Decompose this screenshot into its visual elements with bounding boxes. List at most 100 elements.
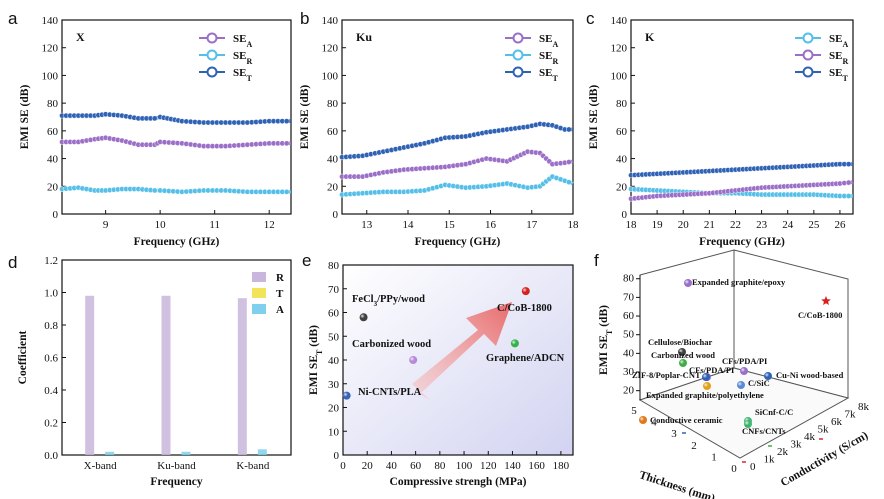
bar-r <box>161 295 171 455</box>
data-point-highlight <box>702 373 710 381</box>
y-tick-label: 50 <box>623 329 635 341</box>
y-tick-label: 100 <box>42 70 59 82</box>
data-point-highlight <box>409 356 418 364</box>
x-tick-label: 10 <box>155 219 167 231</box>
y-tick-label: 1.0 <box>44 288 58 300</box>
legend-marker <box>802 49 814 61</box>
y-axis-label: EMI SET (dB) <box>308 325 324 395</box>
y-tick-label: 70 <box>623 291 635 303</box>
legend-marker <box>512 49 524 61</box>
data-point-highlight <box>639 416 647 424</box>
point-label: Graphene/ADCN <box>486 353 565 364</box>
data-point-highlight <box>359 313 368 322</box>
legend-swatch-r <box>252 272 266 282</box>
y-tick-label: 0 <box>333 209 339 221</box>
legend-label-ser: SER <box>233 50 252 66</box>
x-tick-label: 15 <box>444 219 456 231</box>
point-label: Expanded graphite/epoxy <box>692 277 786 287</box>
point-label: FeCl3/PPy/wood <box>352 294 425 308</box>
data-point-highlight <box>678 348 686 356</box>
y-tick-label: 20 <box>328 403 340 415</box>
legend-label-sea: SEA <box>829 33 848 49</box>
y-tick-label: 50 <box>328 331 340 343</box>
legend-marker <box>206 66 218 78</box>
y-tick-label: 0.0 <box>44 450 58 462</box>
bar-a <box>257 449 267 455</box>
point-label: Cellulose/Biochar <box>648 337 712 347</box>
y-tick-label: 0 <box>622 209 628 221</box>
y-tick-label: 70 <box>328 284 340 296</box>
y-tick-label: 0 <box>334 450 340 462</box>
thickness-tick-label: 5 <box>631 405 637 417</box>
conductivity-tick-label: 6k <box>831 416 843 428</box>
y-tick-label: 140 <box>42 15 59 27</box>
point-label: ZIF-8/Poplar-CNT <box>632 370 701 380</box>
conductivity-tick-label: 1k <box>764 454 776 466</box>
data-point <box>283 140 290 147</box>
y-tick-label: 120 <box>322 43 339 55</box>
y-tick-label: 30 <box>623 366 635 378</box>
y-tick-label: 120 <box>611 43 628 55</box>
conductivity-tick-label: 3k <box>791 439 803 451</box>
plot-background <box>343 265 573 455</box>
thickness-tick-label: 4 <box>651 417 657 429</box>
panel-label-f: f <box>594 251 599 270</box>
legend-label-r: R <box>276 272 285 284</box>
data-point-highlight <box>703 382 711 390</box>
x-tick-label: 9 <box>103 219 109 231</box>
point-label: C/CoB-1800 <box>798 310 842 320</box>
x-tick-label: X-band <box>84 460 117 472</box>
trend-arrow <box>412 302 512 400</box>
bar-a <box>105 451 115 455</box>
legend-label-sea: SEA <box>539 33 558 49</box>
x-axis-label: Frequency <box>150 476 202 488</box>
y-tick-label: 40 <box>47 154 59 166</box>
x-axis-label: Thickness (mm) <box>638 469 717 499</box>
legend-label-set: SET <box>539 67 558 83</box>
thickness-tick-label: 1 <box>711 451 717 463</box>
point-label: CNFs/CNTs <box>742 426 786 436</box>
y-tick-label: 20 <box>327 181 339 193</box>
y-tick-label: 0.2 <box>44 418 58 430</box>
legend-label-ser: SER <box>539 50 558 66</box>
x-tick-label: 100 <box>456 460 473 472</box>
x-axis-label: Compressive strengh (MPa) <box>390 476 527 488</box>
y-tick-label: 60 <box>328 308 340 320</box>
plot-frame <box>630 19 854 215</box>
x-tick-label: 24 <box>782 219 794 231</box>
data-point-highlight <box>684 279 692 287</box>
legend-label-set: SET <box>829 67 848 83</box>
y-axis-label: EMI SE (dB) <box>588 85 600 150</box>
y-tick-label: 40 <box>328 355 340 367</box>
x-tick-label: 180 <box>553 460 570 472</box>
x-tick-label: 80 <box>434 460 446 472</box>
x-tick-label: Ku-band <box>157 460 196 472</box>
band-label: K <box>645 30 655 44</box>
y-tick-label: 60 <box>616 126 628 138</box>
data-point <box>283 118 290 125</box>
y-axis-label: EMI SET (dB) <box>598 305 614 375</box>
x-axis-label: Frequency (GHz) <box>415 236 501 248</box>
data-point <box>565 159 572 165</box>
data-point-star <box>821 296 831 305</box>
y-tick-label: 20 <box>623 385 635 397</box>
y-tick-label: 20 <box>47 181 59 193</box>
point-label: Cu-Ni wood-based <box>776 370 844 380</box>
panel-label-d: d <box>8 253 17 272</box>
y-tick-label: 30 <box>328 379 340 391</box>
data-point <box>565 126 572 133</box>
y-tick-label: 120 <box>42 43 59 55</box>
data-point <box>845 161 852 168</box>
panel-e-chart: 0 10 20 30 40 50 60 70 80 0 20 40 60 80 100 120 140 160 18… <box>308 260 574 488</box>
x-tick-label: 120 <box>480 460 497 472</box>
y-tick-label: 0.6 <box>44 353 58 365</box>
y-tick-label: 140 <box>611 15 628 27</box>
point-label: CFs/PDA/PI <box>722 356 768 366</box>
x-tick-label: 0 <box>340 460 346 472</box>
point-label: Carbonized wood <box>651 350 715 360</box>
point-label: CFs/PDA/PI <box>689 365 735 375</box>
x-tick-label: 21 <box>704 219 715 231</box>
